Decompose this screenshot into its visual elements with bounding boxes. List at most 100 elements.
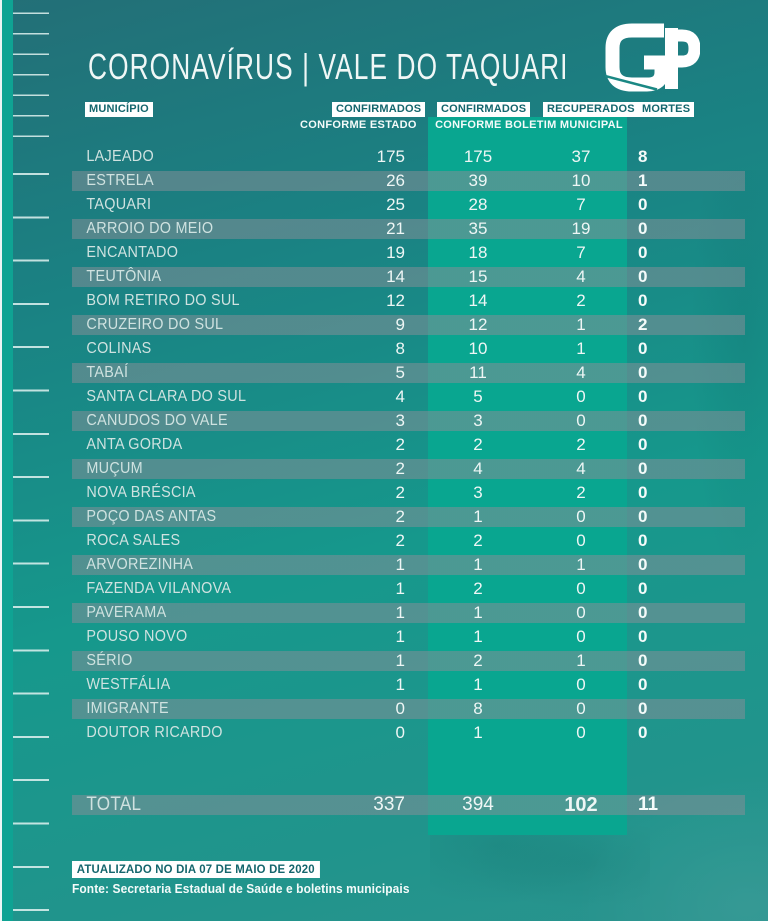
table-body: LAJEADO 175 175 37 8 ESTRELA 26 39 10 1 … <box>72 145 745 745</box>
municipality-name: TEUTÔNIA <box>86 268 162 285</box>
total-confirmed-municipal: 394 <box>462 794 494 815</box>
deaths-value: 2 <box>638 315 648 334</box>
confirmed-state-value: 21 <box>386 219 405 238</box>
deaths-value: 0 <box>638 651 648 670</box>
confirmed-state-value: 25 <box>386 195 405 214</box>
confirmed-state-value: 14 <box>386 267 405 286</box>
table-row: IMIGRANTE 0 8 0 0 <box>72 697 745 721</box>
confirmed-state-value: 26 <box>386 171 405 190</box>
confirmed-state-value: 2 <box>395 435 405 454</box>
municipality-name: ARROIO DO MEIO <box>86 220 214 237</box>
confirmed-municipal-value: 28 <box>468 195 488 214</box>
table-row: POUSO NOVO 1 1 0 0 <box>72 625 745 649</box>
confirmed-municipal-value: 2 <box>473 579 483 598</box>
table-row: LAJEADO 175 175 37 8 <box>72 145 745 169</box>
table-row: ENCANTADO 19 18 7 0 <box>72 241 745 265</box>
municipality-name: MUÇUM <box>86 460 143 477</box>
confirmed-municipal-value: 2 <box>473 531 483 550</box>
deaths-value: 0 <box>638 699 648 718</box>
municipality-name: CRUZEIRO DO SUL <box>86 316 224 333</box>
confirmed-state-value: 0 <box>395 699 405 718</box>
confirmed-municipal-value: 1 <box>473 675 483 694</box>
deaths-value: 0 <box>638 555 648 574</box>
logo-g-shape <box>605 23 669 92</box>
table-row: TAQUARI 25 28 7 0 <box>72 193 745 217</box>
municipality-name: TAQUARI <box>86 196 152 213</box>
confirmed-state-value: 0 <box>395 723 405 742</box>
deaths-value: 0 <box>638 219 648 238</box>
confirmed-state-value: 175 <box>376 147 405 166</box>
gp-logo <box>605 23 700 92</box>
municipality-name: TABAÍ <box>86 364 129 381</box>
recovered-value: 7 <box>576 195 586 214</box>
deaths-value: 0 <box>638 531 648 550</box>
confirmed-state-value: 1 <box>395 675 405 694</box>
table-row: FAZENDA VILANOVA 1 2 0 0 <box>72 577 745 601</box>
recovered-value: 0 <box>576 675 586 694</box>
municipality-name: IMIGRANTE <box>86 700 169 717</box>
confirmed-state-value: 3 <box>395 411 405 430</box>
column-header-recuperados: RECUPERADOS <box>543 102 639 117</box>
recovered-value: 0 <box>576 627 586 646</box>
municipality-name: FAZENDA VILANOVA <box>86 580 232 597</box>
confirmed-state-value: 12 <box>386 291 405 310</box>
recovered-value: 2 <box>576 483 586 502</box>
confirmed-municipal-value: 39 <box>468 171 488 190</box>
table-row: PAVERAMA 1 1 0 0 <box>72 601 745 625</box>
municipality-name: SÉRIO <box>86 652 133 669</box>
municipality-name: POÇO DAS ANTAS <box>86 508 217 525</box>
municipality-name: ESTRELA <box>86 172 154 189</box>
total-recovered: 102 <box>564 794 598 816</box>
municipality-name: COLINAS <box>86 340 152 357</box>
recovered-value: 1 <box>576 339 586 358</box>
confirmed-municipal-value: 8 <box>473 699 483 718</box>
table-row: NOVA BRÉSCIA 2 3 2 0 <box>72 481 745 505</box>
recovered-value: 4 <box>576 459 586 478</box>
left-accent-bar <box>2 0 13 921</box>
table-row: ESTRELA 26 39 10 1 <box>72 169 745 193</box>
recovered-value: 2 <box>576 291 586 310</box>
deaths-value: 0 <box>638 579 648 598</box>
page-title: CORONAVÍRUS | VALE DO TAQUARI <box>88 46 569 87</box>
total-label: TOTAL <box>86 794 142 815</box>
confirmed-municipal-value: 35 <box>468 219 488 238</box>
recovered-value: 0 <box>576 723 586 742</box>
table-row: ANTA GORDA 2 2 2 0 <box>72 433 745 457</box>
deaths-value: 0 <box>638 267 648 286</box>
recovered-value: 0 <box>576 387 586 406</box>
confirmed-state-value: 5 <box>395 363 405 382</box>
confirmed-state-value: 1 <box>395 555 405 574</box>
updated-date-badge: ATUALIZADO NO DIA 07 DE MAIO DE 2020 <box>72 861 320 878</box>
confirmed-state-value: 19 <box>386 243 405 262</box>
confirmed-municipal-value: 4 <box>473 459 483 478</box>
source-text: Fonte: Secretaria Estadual de Saúde e bo… <box>72 881 410 896</box>
municipality-name: ARVOREZINHA <box>86 556 194 573</box>
recovered-value: 19 <box>571 219 591 238</box>
confirmed-municipal-value: 1 <box>473 555 483 574</box>
confirmed-municipal-value: 18 <box>468 243 488 262</box>
table-row: BOM RETIRO DO SUL 12 14 2 0 <box>72 289 745 313</box>
recovered-value: 7 <box>576 243 586 262</box>
deaths-value: 0 <box>638 675 648 694</box>
confirmed-municipal-value: 10 <box>468 339 488 358</box>
confirmed-state-value: 2 <box>395 459 405 478</box>
total-confirmed-state: 337 <box>373 794 405 815</box>
municipality-name: ANTA GORDA <box>86 436 183 453</box>
table-row: DOUTOR RICARDO 0 1 0 0 <box>72 721 745 745</box>
confirmed-municipal-value: 175 <box>463 147 493 166</box>
deaths-value: 0 <box>638 387 648 406</box>
municipality-name: SANTA CLARA DO SUL <box>86 388 247 405</box>
recovered-value: 2 <box>576 435 586 454</box>
recovered-value: 4 <box>576 363 586 382</box>
column-subheader-conforme-estado: CONFORME ESTADO <box>300 119 417 131</box>
table-row: SÉRIO 1 2 1 0 <box>72 649 745 673</box>
recovered-value: 0 <box>576 411 586 430</box>
left-edge-line <box>0 0 2 921</box>
confirmed-state-value: 1 <box>395 603 405 622</box>
ruler-lines-bottom <box>13 152 49 921</box>
confirmed-municipal-value: 3 <box>473 411 483 430</box>
confirmed-municipal-value: 12 <box>468 315 488 334</box>
municipality-name: CANUDOS DO VALE <box>86 412 228 429</box>
confirmed-municipal-value: 1 <box>473 603 483 622</box>
